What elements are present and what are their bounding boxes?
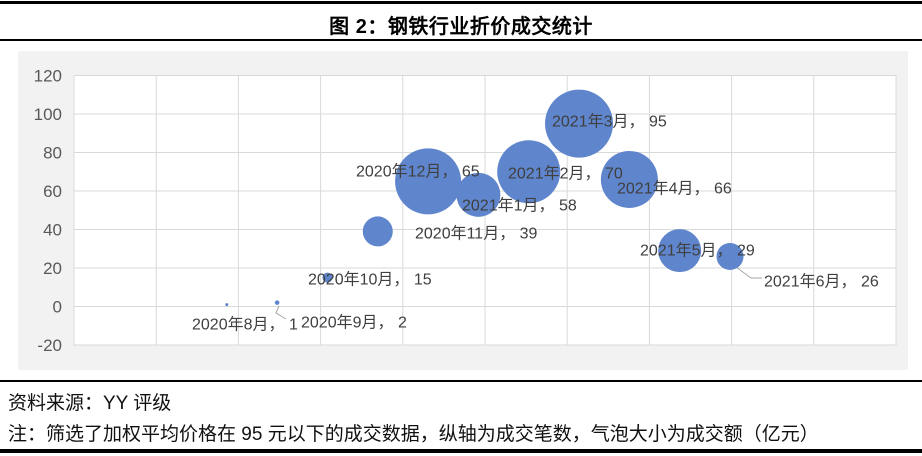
bubble-label-8: 2021年4月， 66 — [617, 180, 732, 198]
figure-title: 图 2：钢铁行业折价成交统计 — [329, 16, 593, 38]
y-tick-label: 80 — [43, 144, 62, 163]
bubble-label-9: 2021年5月， 29 — [640, 242, 755, 260]
bubble-0 — [225, 303, 229, 307]
bubble-label-3: 2020年11月， 39 — [415, 225, 538, 243]
bubble-2 — [322, 272, 333, 283]
y-tick-label: 0 — [53, 298, 62, 317]
bubble-label-6: 2021年2月， 70 — [508, 165, 623, 183]
y-tick-label: 20 — [43, 259, 62, 278]
bubble-label-0: 2020年8月， 1 — [192, 316, 298, 334]
bubble-4 — [395, 148, 462, 215]
bubble-7 — [545, 89, 614, 158]
leader-line-10 — [735, 266, 762, 279]
bubble-5 — [456, 172, 501, 217]
y-tick-label: 120 — [34, 67, 62, 86]
source-rule — [0, 380, 922, 382]
note-text: 注：筛选了加权平均价格在 95 元以下的成交数据，纵轴为成交笔数，气泡大小为成交… — [8, 424, 819, 445]
bubble-label-5: 2021年1月， 58 — [462, 197, 577, 215]
bubble-label-4: 2020年12月， 65 — [356, 163, 480, 181]
bubble-label-10: 2021年6月， 26 — [764, 273, 879, 291]
title-rule — [0, 39, 922, 41]
leader-line-1 — [275, 305, 287, 320]
top-rule — [0, 1, 922, 4]
source-text: 资料来源：YY 评级 — [8, 393, 172, 414]
bubble-8 — [600, 150, 658, 208]
y-tick-label: 60 — [43, 182, 62, 201]
bubble-label-7: 2021年3月， 95 — [552, 113, 667, 131]
y-tick-label: 40 — [43, 221, 62, 240]
y-tick-label: 100 — [34, 105, 62, 124]
bubble-9 — [658, 229, 702, 273]
bubble-label-2: 2020年10月， 15 — [308, 271, 432, 289]
y-tick-label: -20 — [37, 336, 62, 355]
bubble-1 — [274, 300, 280, 305]
bubble-3 — [362, 216, 393, 247]
bubble-10 — [716, 242, 744, 270]
bottom-rule — [0, 449, 922, 453]
bubble-6 — [497, 140, 561, 204]
bubble-label-1: 2020年9月， 2 — [301, 314, 407, 332]
